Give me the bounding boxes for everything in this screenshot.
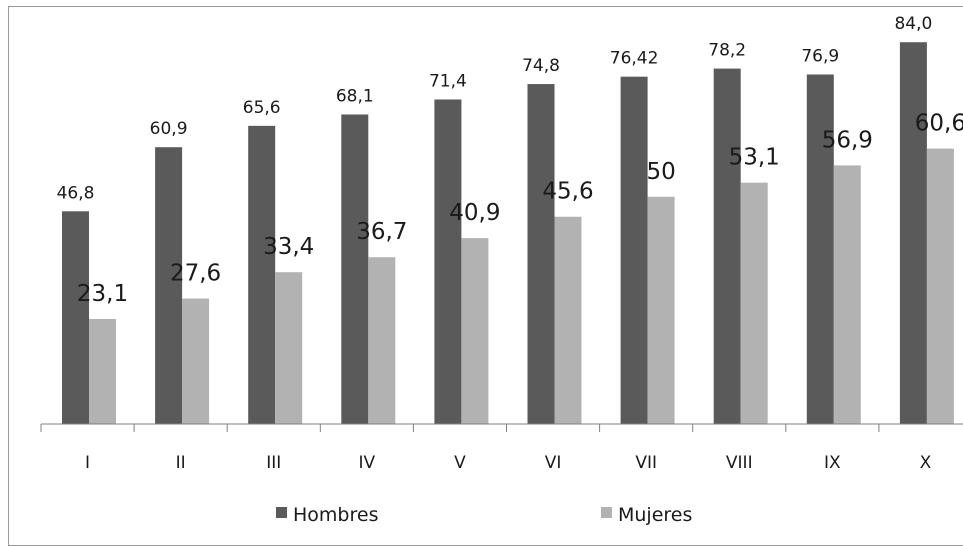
bar-mujeres bbox=[89, 319, 116, 424]
x-tick-label: VI bbox=[545, 453, 562, 473]
bar-hombres bbox=[527, 84, 555, 424]
data-label-mujeres: 60,6 bbox=[915, 111, 963, 137]
data-label-hombres: 76,42 bbox=[610, 49, 659, 69]
legend-swatch-mujeres bbox=[601, 507, 612, 518]
data-label-hombres: 74,8 bbox=[522, 56, 560, 76]
x-tick-label: VII bbox=[635, 453, 657, 473]
bars-layer bbox=[62, 42, 954, 425]
x-tick-label: IX bbox=[824, 453, 841, 473]
legend-label-hombres: Hombres bbox=[293, 504, 378, 526]
bar-mujeres bbox=[740, 182, 768, 424]
x-tick-label: I bbox=[85, 453, 90, 473]
data-label-mujeres: 33,4 bbox=[263, 234, 314, 260]
data-label-mujeres: 50 bbox=[646, 159, 675, 185]
bar-mujeres bbox=[926, 148, 954, 424]
bar-mujeres bbox=[461, 238, 489, 424]
legend: Hombres Mujeres bbox=[276, 504, 692, 526]
data-label-hombres: 68,1 bbox=[336, 86, 374, 106]
bar-hombres bbox=[248, 125, 276, 425]
data-labels-layer: 46,8 60,9 65,6 68,1 71,4 74,8 76,42 78,2 76,9 84,… bbox=[57, 14, 963, 307]
x-tick-label: V bbox=[454, 453, 466, 473]
bar-hombres bbox=[806, 74, 834, 424]
data-label-mujeres: 40,9 bbox=[449, 200, 500, 226]
bar-mujeres bbox=[647, 196, 675, 424]
data-label-mujeres: 36,7 bbox=[356, 219, 407, 245]
data-label-hombres: 76,9 bbox=[801, 46, 839, 66]
data-label-mujeres: 45,6 bbox=[542, 179, 593, 205]
data-label-hombres: 60,9 bbox=[150, 119, 188, 139]
data-label-hombres: 65,6 bbox=[243, 98, 281, 118]
bar-hombres bbox=[620, 76, 648, 425]
bar-hombres bbox=[62, 211, 89, 424]
data-label-hombres: 46,8 bbox=[57, 183, 95, 203]
bar-hombres bbox=[899, 42, 927, 424]
legend-label-mujeres: Mujeres bbox=[618, 504, 692, 526]
bar-mujeres bbox=[275, 272, 303, 424]
bar-hombres bbox=[341, 114, 369, 424]
data-label-mujeres: 53,1 bbox=[729, 145, 780, 171]
data-label-hombres: 78,2 bbox=[708, 41, 746, 61]
data-label-mujeres: 23,1 bbox=[77, 281, 128, 307]
bar-hombres bbox=[155, 147, 183, 424]
bar-hombres bbox=[434, 99, 462, 424]
x-tick-label: X bbox=[920, 453, 932, 473]
x-tick-label: VIII bbox=[726, 453, 753, 473]
data-label-mujeres: 27,6 bbox=[170, 261, 221, 287]
legend-swatch-hombres bbox=[276, 507, 287, 518]
bar-hombres bbox=[713, 68, 741, 425]
bar-mujeres bbox=[833, 165, 861, 424]
data-label-hombres: 84,0 bbox=[894, 14, 932, 34]
bar-mujeres bbox=[368, 257, 396, 424]
x-tick-label: III bbox=[266, 453, 281, 473]
x-tick-label: II bbox=[176, 453, 186, 473]
data-label-hombres: 71,4 bbox=[429, 71, 467, 91]
data-label-mujeres: 56,9 bbox=[822, 127, 873, 153]
bar-mujeres bbox=[182, 298, 210, 424]
x-tick-label: IV bbox=[359, 453, 376, 473]
x-axis-ticks: I II III IV V VI VII VIII IX X bbox=[40, 424, 932, 473]
bar-mujeres bbox=[554, 216, 582, 424]
